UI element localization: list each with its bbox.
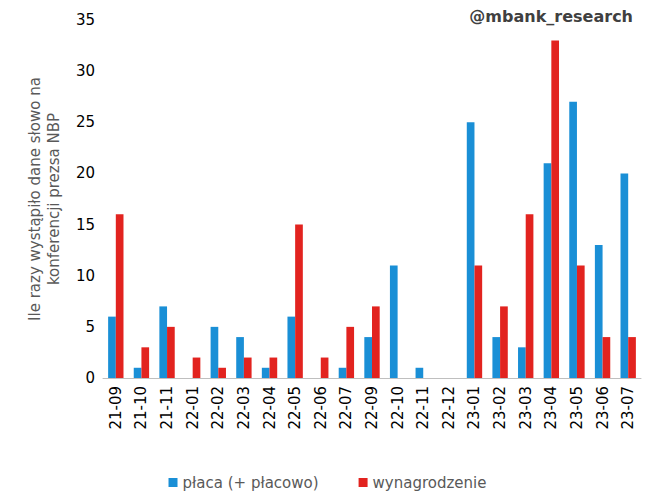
svg-text:23-06: 23-06 xyxy=(594,386,612,430)
svg-text:wynagrodzenie: wynagrodzenie xyxy=(373,474,487,492)
svg-text:23-07: 23-07 xyxy=(619,386,637,430)
svg-text:22-12: 22-12 xyxy=(440,386,458,430)
svg-text:30: 30 xyxy=(76,62,95,80)
svg-text:15: 15 xyxy=(76,216,95,234)
svg-text:0: 0 xyxy=(85,369,95,387)
svg-text:23-03: 23-03 xyxy=(517,386,535,430)
svg-text:płaca (+ płacowo): płaca (+ płacowo) xyxy=(183,474,319,492)
svg-text:@mbank_research: @mbank_research xyxy=(469,7,633,26)
svg-text:23-01: 23-01 xyxy=(465,386,483,430)
svg-text:22-06: 22-06 xyxy=(312,386,330,430)
svg-text:21-10: 21-10 xyxy=(132,386,150,430)
svg-text:20: 20 xyxy=(76,164,95,182)
svg-text:23-02: 23-02 xyxy=(491,386,509,430)
svg-text:35: 35 xyxy=(76,11,95,29)
svg-text:22-01: 22-01 xyxy=(184,386,202,430)
svg-text:21-11: 21-11 xyxy=(158,386,176,430)
svg-text:10: 10 xyxy=(76,267,95,285)
svg-text:konferencji prezsa NBP: konferencji prezsa NBP xyxy=(45,113,63,285)
svg-text:22-04: 22-04 xyxy=(261,386,279,430)
svg-text:22-10: 22-10 xyxy=(389,386,407,430)
svg-text:21-09: 21-09 xyxy=(107,386,125,430)
svg-text:22-02: 22-02 xyxy=(209,386,227,430)
svg-text:22-03: 22-03 xyxy=(235,386,253,430)
svg-text:5: 5 xyxy=(85,318,95,336)
svg-text:22-11: 22-11 xyxy=(414,386,432,430)
svg-text:25: 25 xyxy=(76,113,95,131)
svg-text:22-09: 22-09 xyxy=(363,386,381,430)
svg-text:23-05: 23-05 xyxy=(568,386,586,430)
svg-text:23-04: 23-04 xyxy=(542,386,560,430)
svg-text:22-07: 22-07 xyxy=(337,386,355,430)
svg-text:22-05: 22-05 xyxy=(286,386,304,430)
svg-text:Ile razy wystąpiło dane słowo: Ile razy wystąpiło dane słowo na xyxy=(26,77,44,321)
